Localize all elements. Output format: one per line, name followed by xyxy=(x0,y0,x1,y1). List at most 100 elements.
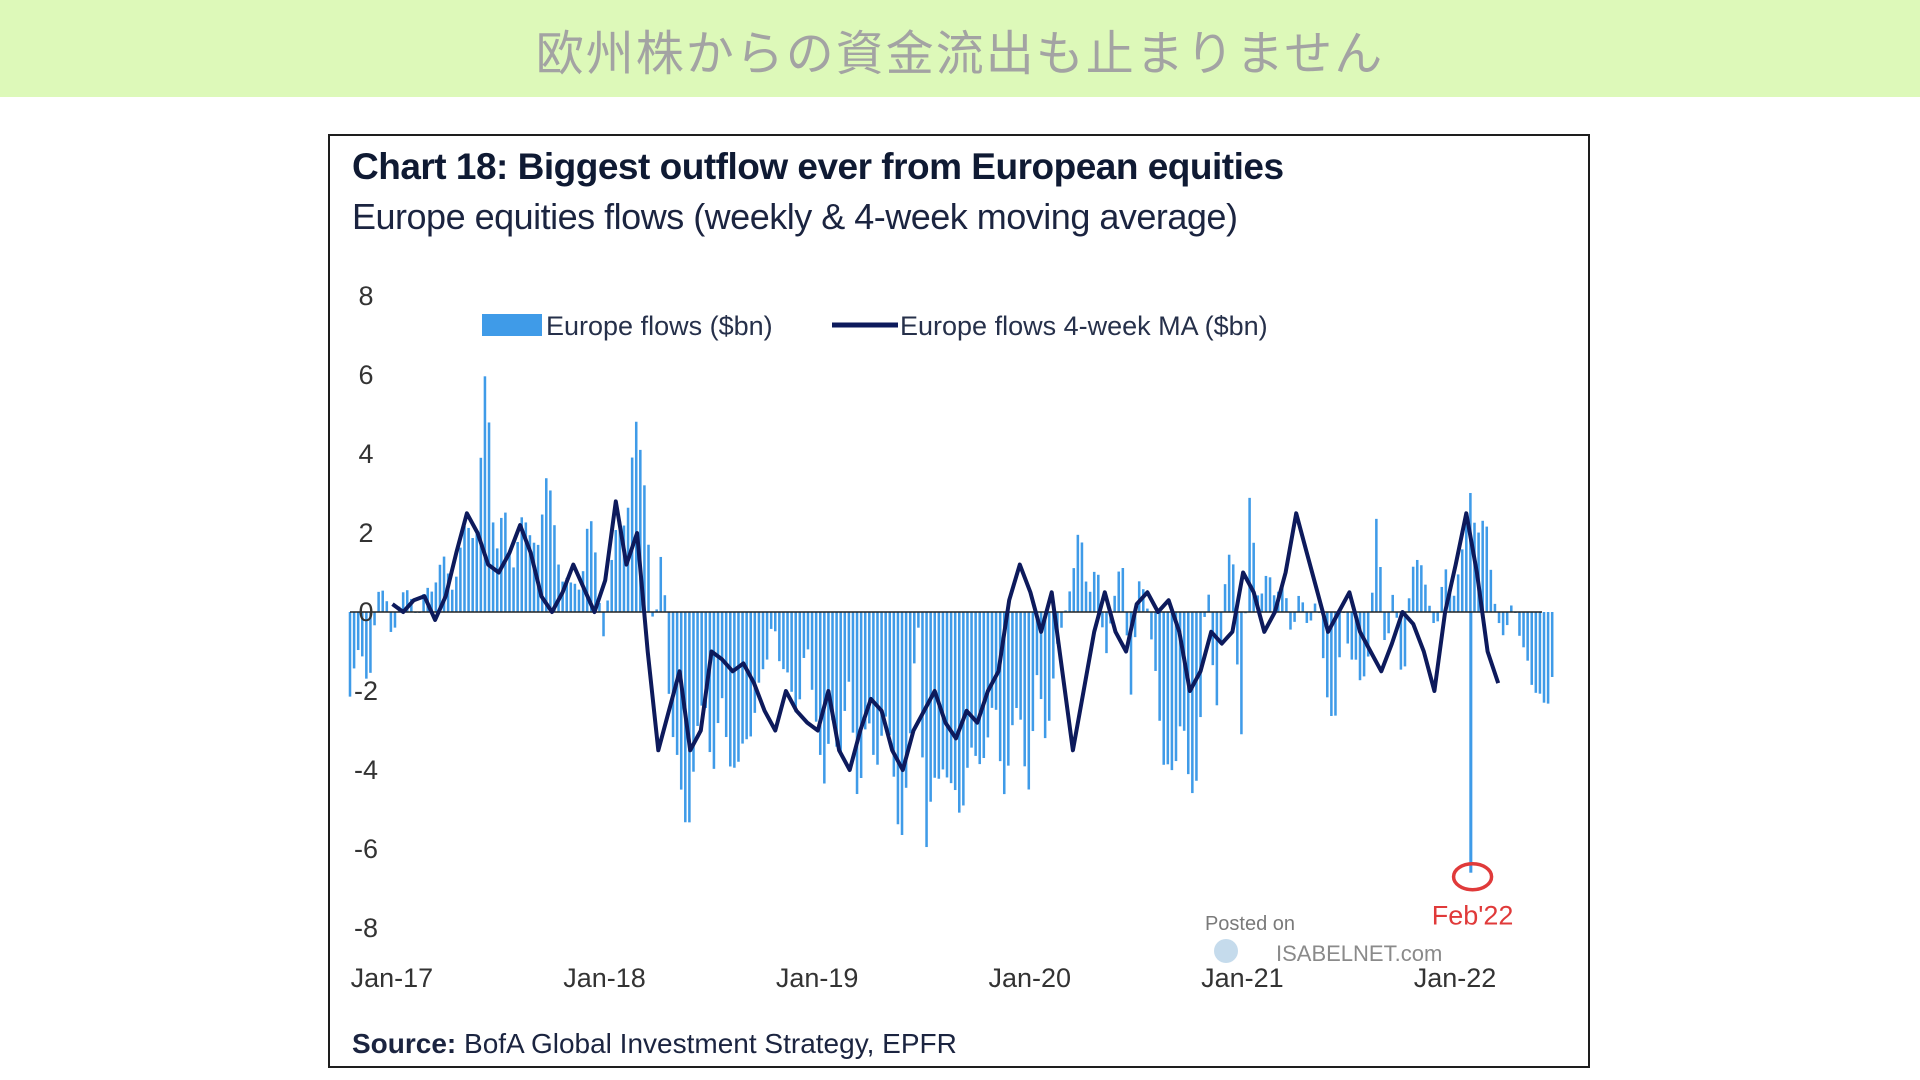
x-tick-label: Jan-20 xyxy=(989,963,1072,993)
flow-bar xyxy=(847,612,851,682)
flow-bar xyxy=(389,612,393,632)
flow-bar xyxy=(348,612,352,697)
flow-bar xyxy=(872,612,875,755)
flow-bar xyxy=(949,612,953,784)
flow-bar xyxy=(1465,512,1468,612)
flow-bar xyxy=(1309,612,1313,621)
flow-bar xyxy=(1546,612,1550,704)
flow-bar xyxy=(565,577,568,612)
flow-bar xyxy=(1436,612,1439,622)
flow-bar xyxy=(1260,593,1264,612)
flow-bar xyxy=(917,612,920,628)
flow-bar xyxy=(1105,612,1108,654)
flow-bar xyxy=(1346,612,1350,644)
flow-bar xyxy=(1121,567,1125,612)
flow-bar xyxy=(475,530,479,612)
flow-bar xyxy=(639,449,642,612)
legend-swatch-bars xyxy=(482,314,542,336)
flow-bar xyxy=(716,612,720,724)
flow-bar xyxy=(692,612,695,772)
flow-bar xyxy=(1125,612,1129,636)
flow-bar xyxy=(1211,612,1215,666)
flow-bar xyxy=(863,612,867,730)
flow-bar xyxy=(908,612,912,734)
flow-bar xyxy=(381,590,384,612)
flow-bar xyxy=(471,538,474,612)
flow-bar xyxy=(953,612,957,791)
flow-bar xyxy=(1268,577,1272,612)
flow-bar xyxy=(1002,612,1006,795)
flow-bar xyxy=(516,541,519,612)
flow-bar xyxy=(1248,497,1251,612)
flow-bar xyxy=(1330,612,1333,716)
flow-bar xyxy=(561,581,564,612)
flow-bar xyxy=(352,612,356,669)
flow-bar xyxy=(1354,612,1358,660)
flow-bar xyxy=(1366,612,1370,657)
flow-bar xyxy=(659,556,663,612)
flow-bar xyxy=(929,612,932,802)
flow-bar xyxy=(1080,542,1084,612)
flow-bar xyxy=(455,576,458,612)
flow-bar xyxy=(1460,549,1464,612)
flow-bar xyxy=(904,612,908,788)
x-tick-label: Jan-22 xyxy=(1414,963,1497,993)
flow-bar xyxy=(422,594,425,612)
flow-bar xyxy=(994,612,998,710)
flow-bar xyxy=(634,421,638,612)
y-tick-label: 2 xyxy=(358,518,373,548)
flow-bar xyxy=(753,612,757,713)
flow-bar xyxy=(704,612,708,708)
flow-bar xyxy=(1076,534,1080,612)
flow-bar xyxy=(1252,542,1255,612)
flow-bar xyxy=(1007,612,1010,766)
flow-bar xyxy=(884,612,887,717)
flow-bar xyxy=(508,552,511,612)
flow-bar xyxy=(1395,612,1399,618)
y-tick-label: 4 xyxy=(358,439,373,469)
flow-bar xyxy=(1186,612,1190,775)
flow-bar xyxy=(880,612,883,736)
flow-bar xyxy=(741,612,744,744)
flow-bar xyxy=(1162,612,1165,765)
flow-bar xyxy=(602,612,605,637)
flow-bar xyxy=(1542,612,1546,703)
flow-bar xyxy=(921,612,924,758)
flow-bar xyxy=(1444,569,1448,612)
legend-label-line: Europe flows 4-week MA ($bn) xyxy=(900,311,1268,341)
chart-subtitle: Europe equities flows (weekly & 4-week m… xyxy=(352,196,1238,237)
flow-bar xyxy=(868,612,871,724)
flow-bar xyxy=(401,592,405,612)
flow-bar xyxy=(1043,612,1047,739)
flow-bar xyxy=(1231,564,1235,612)
flow-bar xyxy=(839,612,842,753)
flow-bar xyxy=(1039,612,1043,700)
flow-bar xyxy=(724,612,728,738)
flow-bar xyxy=(1391,594,1394,612)
y-tick-label: 6 xyxy=(358,360,373,390)
y-tick-label: -2 xyxy=(354,676,378,706)
flow-bar xyxy=(495,548,499,612)
flow-bar xyxy=(892,612,896,777)
flow-bar xyxy=(1236,612,1239,665)
flow-bar xyxy=(888,612,892,736)
flow-bar xyxy=(1415,559,1419,612)
y-tick-label: -4 xyxy=(354,755,378,785)
flow-bar xyxy=(1019,612,1022,720)
flow-bar xyxy=(438,564,442,612)
flow-bar xyxy=(463,525,466,612)
flow-bar xyxy=(720,612,724,699)
flow-bar xyxy=(1113,595,1116,612)
flow-bar xyxy=(459,547,462,612)
flow-bar xyxy=(1501,612,1505,636)
flow-bar xyxy=(855,612,859,795)
flow-bar xyxy=(524,522,528,612)
flow-bar xyxy=(1207,594,1210,612)
flow-bar xyxy=(827,612,830,744)
source-label: Source: xyxy=(352,1028,457,1059)
flow-bar xyxy=(1432,612,1435,624)
flow-bar xyxy=(986,612,990,738)
flow-bar xyxy=(549,490,552,612)
legend-label-bars: Europe flows ($bn) xyxy=(546,311,773,341)
flow-bar xyxy=(434,582,438,612)
